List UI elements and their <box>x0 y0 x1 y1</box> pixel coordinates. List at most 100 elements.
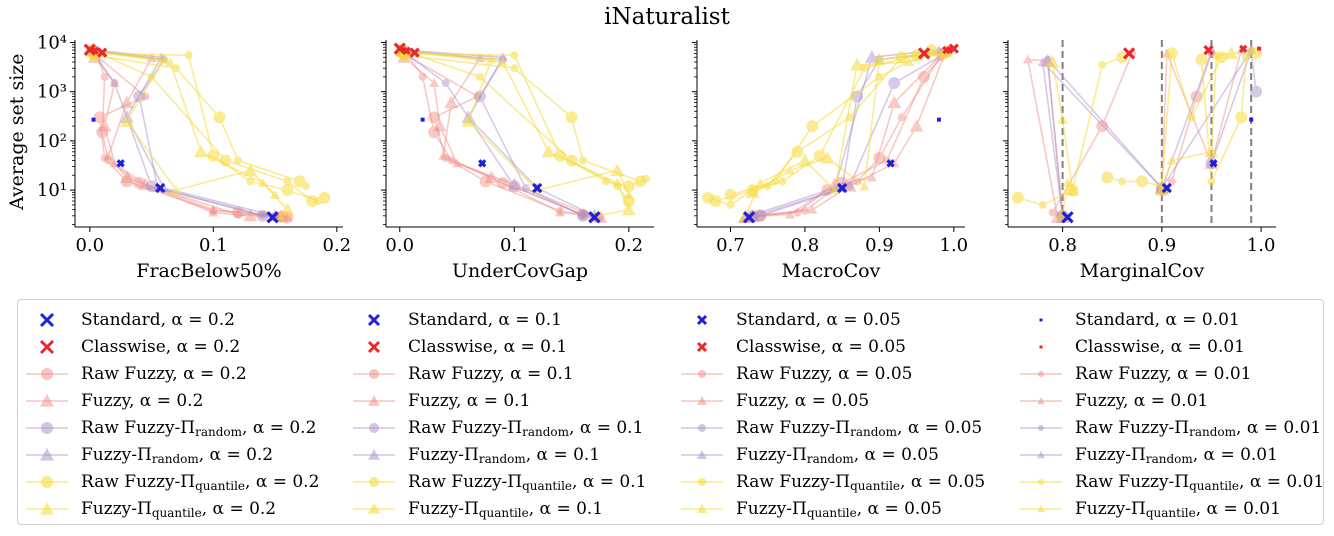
series-point <box>461 114 476 127</box>
series-point <box>428 111 441 124</box>
series-point <box>873 151 886 164</box>
series-point <box>258 211 267 220</box>
y-tick-label: 10² <box>37 131 67 152</box>
classwise-point <box>90 48 95 53</box>
legend-marker-icon <box>353 476 395 487</box>
series-point <box>110 79 119 88</box>
series-line <box>402 52 601 219</box>
legend-item: Fuzzy, α = 0.05 <box>681 387 985 414</box>
legend-marker-icon <box>26 367 68 380</box>
y-tick-label: 10¹ <box>37 180 67 201</box>
legend-item: Raw Fuzzy, α = 0.01 <box>1020 360 1324 387</box>
series-point <box>1062 177 1073 187</box>
series-point <box>785 209 796 219</box>
legend-label: Standard, α = 0.1 <box>408 309 562 330</box>
series-line <box>1026 58 1064 218</box>
series-line <box>95 51 282 218</box>
legend-label: Classwise, α = 0.2 <box>81 336 241 357</box>
legend-label: Raw Fuzzy-Π <box>81 471 196 492</box>
classwise-point-stroke <box>402 46 411 55</box>
standard-point <box>742 211 756 224</box>
legend-marker-icon <box>26 475 68 488</box>
legend-label: Raw Fuzzy-Π <box>1075 417 1190 438</box>
legend-label: Raw Fuzzy-Π <box>1075 471 1190 492</box>
legend-label-subscript: quantile <box>806 505 857 520</box>
series-point <box>807 204 818 214</box>
legend-label: Standard, α = 0.01 <box>1075 309 1240 330</box>
panel-4: 0.8 0.9 1.0 MarginalCov <box>1003 40 1276 282</box>
series-point <box>276 211 287 221</box>
series-point <box>565 154 578 167</box>
legend-label-suffix: , α = 0.2 <box>198 444 274 465</box>
series-point <box>232 206 245 219</box>
series-point <box>1022 54 1033 64</box>
series-line <box>730 49 932 196</box>
series-point <box>93 111 106 124</box>
series-point <box>726 200 735 209</box>
standard-point-stroke <box>742 211 756 224</box>
series-point <box>1037 57 1048 67</box>
standard-point-stroke <box>532 182 543 194</box>
legend-item: Fuzzy-Π quantile, α = 0.1 <box>353 495 646 522</box>
legend-label: Fuzzy-Π <box>1075 444 1146 465</box>
legend-marker-icon <box>353 502 395 514</box>
series-fuzzy_quantile <box>724 44 938 201</box>
series-fuzzy_random <box>1043 47 1216 223</box>
series-point <box>306 195 319 208</box>
series-point <box>208 207 219 217</box>
series-point <box>541 144 556 158</box>
series-point <box>578 210 587 219</box>
series-point <box>797 153 812 167</box>
legend-label-subscript: quantile <box>151 505 202 520</box>
series-point <box>120 175 133 188</box>
legend-item: Fuzzy-Π random, α = 0.1 <box>353 441 646 468</box>
legend-label: Fuzzy-Π <box>81 444 152 465</box>
y-tick-label: 10³ <box>37 82 67 103</box>
figure-title: iNaturalist <box>604 4 730 30</box>
legend-label-suffix: , α = 0.05 <box>897 417 983 438</box>
series-point <box>486 54 497 64</box>
classwise-point <box>917 47 931 60</box>
series-point <box>444 95 459 109</box>
series-point <box>109 78 120 88</box>
legend-marker-icon <box>681 503 723 513</box>
series-point <box>246 177 255 186</box>
legend-label-suffix: , α = 0.1 <box>569 417 644 438</box>
series-point <box>441 153 450 162</box>
x-tick-label: 0.8 <box>791 235 820 256</box>
legend-label-suffix: , α = 0.1 <box>525 444 601 465</box>
series-fuzzy <box>399 45 587 219</box>
series-point <box>1154 183 1169 196</box>
standard-point <box>1161 182 1172 194</box>
series-point <box>556 206 565 215</box>
series-point <box>555 207 566 217</box>
series-point <box>429 78 440 88</box>
series-point <box>793 208 802 217</box>
legend-column: Standard, α = 0.05 Classwise, α = 0.05 Raw… <box>681 306 985 522</box>
legend-label: Fuzzy-Π <box>1075 498 1146 519</box>
legend-marker-icon <box>39 312 55 327</box>
series-point <box>829 185 840 195</box>
series-point <box>887 95 902 109</box>
series-line <box>93 49 276 217</box>
legend-label-suffix: , α = 0.2 <box>242 417 317 438</box>
legend-marker-icon <box>681 477 723 486</box>
legend-item: Raw Fuzzy, α = 0.05 <box>681 360 985 387</box>
legend-item: Classwise, α = 0.2 <box>26 333 319 360</box>
legend-item: Standard, α = 0.1 <box>353 306 646 333</box>
x-tick-label: 0.9 <box>865 235 894 256</box>
series-line <box>91 50 263 216</box>
legend-marker-icon <box>367 313 381 326</box>
series-point <box>510 64 519 73</box>
legend-label-suffix: , α = 0.05 <box>856 498 942 519</box>
series-point <box>418 72 427 81</box>
series-point <box>234 156 243 165</box>
series-point <box>754 209 767 222</box>
series-point <box>1116 51 1129 64</box>
legend-label: Raw Fuzzy-Π <box>408 471 523 492</box>
series-point <box>1101 171 1114 184</box>
legend-marker-icon <box>39 339 55 354</box>
legend-label: Fuzzy-Π <box>408 498 479 519</box>
series-point <box>1136 175 1148 188</box>
